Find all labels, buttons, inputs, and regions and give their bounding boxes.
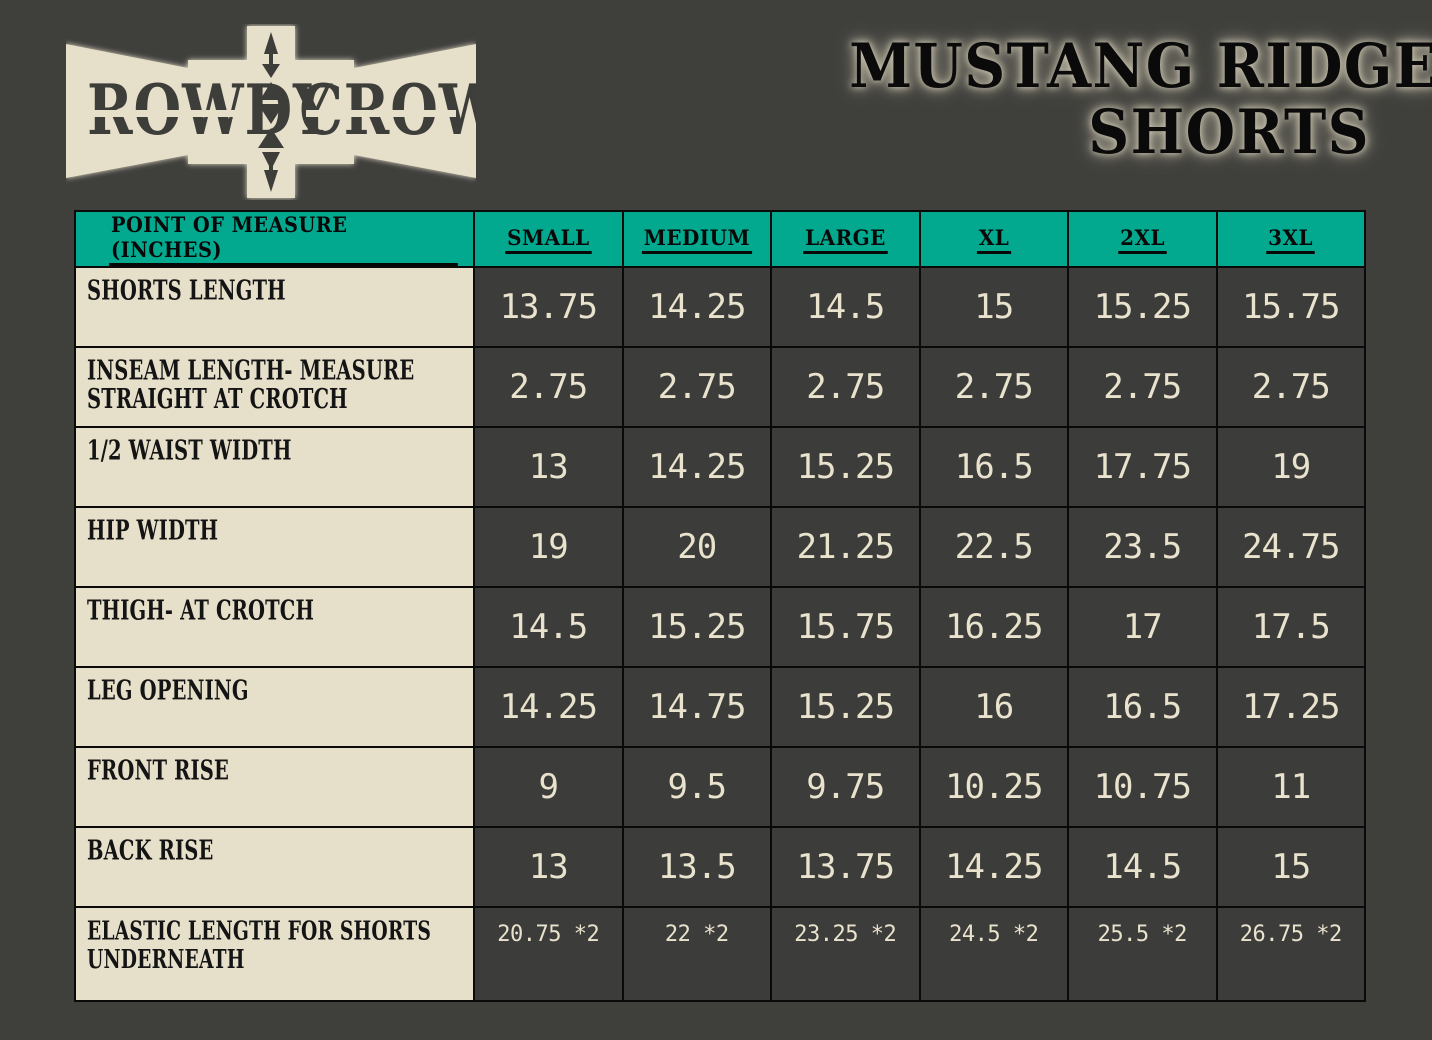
cell-waist-2xl: 17.75: [1067, 426, 1218, 508]
cell-inseam-large: 2.75: [770, 346, 921, 428]
column-header-small: SMALL: [473, 210, 624, 268]
row-label-half-waist-width: 1/2 WAIST WIDTH: [74, 426, 475, 508]
rowdy-crowd-logo: ROWDY CROWD: [66, 24, 476, 200]
column-header-large: LARGE: [770, 210, 921, 268]
cell-waist-small: 13: [473, 426, 624, 508]
cell-hip-large: 21.25: [770, 506, 921, 588]
table-row: SHORTS LENGTH 13.75 14.25 14.5 15 15.25 …: [74, 266, 1366, 348]
cell-elastic-medium: 22 *2: [621, 906, 772, 1002]
cell-hip-xl: 22.5: [918, 506, 1069, 588]
logo-arrow-motif: [258, 32, 284, 192]
cell-thigh-small: 14.5: [473, 586, 624, 668]
cell-thigh-large: 15.75: [770, 586, 921, 668]
cell-inseam-3xl: 2.75: [1215, 346, 1366, 428]
cell-front-rise-2xl: 10.75: [1067, 746, 1218, 828]
column-header-point-of-measure: POINT OF MEASURE (INCHES): [74, 210, 475, 268]
cell-waist-large: 15.25: [770, 426, 921, 508]
column-header-3xl: 3XL: [1215, 210, 1366, 268]
cell-thigh-2xl: 17: [1067, 586, 1218, 668]
cell-inseam-2xl: 2.75: [1067, 346, 1218, 428]
column-header-2xl: 2XL: [1067, 210, 1218, 268]
logo-word-right: CROWD: [299, 68, 476, 150]
title-line-2: SHORTS: [1088, 97, 1370, 168]
cell-back-rise-3xl: 15: [1215, 826, 1366, 908]
cell-front-rise-small: 9: [473, 746, 624, 828]
cell-waist-medium: 14.25: [621, 426, 772, 508]
cell-waist-xl: 16.5: [918, 426, 1069, 508]
table-row: HIP WIDTH 19 20 21.25 22.5 23.5 24.75: [74, 506, 1366, 588]
row-label-front-rise: FRONT RISE: [74, 746, 475, 828]
cell-shorts-length-large: 14.5: [770, 266, 921, 348]
cell-elastic-xl: 24.5 *2: [918, 906, 1069, 1002]
cell-elastic-small: 20.75 *2: [473, 906, 624, 1002]
cell-inseam-xl: 2.75: [918, 346, 1069, 428]
row-label-inseam-length: INSEAM LENGTH- MEASURE STRAIGHT AT CROTC…: [74, 346, 475, 428]
table-row: 1/2 WAIST WIDTH 13 14.25 15.25 16.5 17.7…: [74, 426, 1366, 508]
column-header-medium: MEDIUM: [621, 210, 772, 268]
cell-elastic-3xl: 26.75 *2: [1215, 906, 1366, 1002]
header-band: ROWDY CROWD MUSTANG RIDGE SHORTS: [0, 0, 1432, 208]
cell-front-rise-medium: 9.5: [621, 746, 772, 828]
cell-leg-opening-3xl: 17.25: [1215, 666, 1366, 748]
table-row: THIGH- AT CROTCH 14.5 15.25 15.75 16.25 …: [74, 586, 1366, 668]
cell-shorts-length-medium: 14.25: [621, 266, 772, 348]
cell-leg-opening-large: 15.25: [770, 666, 921, 748]
cell-waist-3xl: 19: [1215, 426, 1366, 508]
cell-shorts-length-3xl: 15.75: [1215, 266, 1366, 348]
table-row: INSEAM LENGTH- MEASURE STRAIGHT AT CROTC…: [74, 346, 1366, 428]
title-line-1: MUSTANG RIDGE: [849, 31, 1432, 102]
table-row: LEG OPENING 14.25 14.75 15.25 16 16.5 17…: [74, 666, 1366, 748]
cell-front-rise-large: 9.75: [770, 746, 921, 828]
cell-front-rise-3xl: 11: [1215, 746, 1366, 828]
cell-back-rise-small: 13: [473, 826, 624, 908]
cell-leg-opening-2xl: 16.5: [1067, 666, 1218, 748]
logo-word-left: ROWDY: [87, 68, 333, 150]
column-header-xl: XL: [918, 210, 1069, 268]
cell-back-rise-medium: 13.5: [621, 826, 772, 908]
logo-graphic: ROWDY CROWD: [66, 26, 476, 198]
cell-inseam-medium: 2.75: [621, 346, 772, 428]
table-row: BACK RISE 13 13.5 13.75 14.25 14.5 15: [74, 826, 1366, 908]
cell-shorts-length-2xl: 15.25: [1067, 266, 1218, 348]
cell-hip-2xl: 23.5: [1067, 506, 1218, 588]
row-label-hip-width: HIP WIDTH: [74, 506, 475, 588]
cell-hip-medium: 20: [621, 506, 772, 588]
row-label-leg-opening: LEG OPENING: [74, 666, 475, 748]
logo-stripe-left: [90, 110, 236, 117]
cell-leg-opening-small: 14.25: [473, 666, 624, 748]
cell-front-rise-xl: 10.25: [918, 746, 1069, 828]
cell-back-rise-large: 13.75: [770, 826, 921, 908]
cell-hip-small: 19: [473, 506, 624, 588]
cell-back-rise-xl: 14.25: [918, 826, 1069, 908]
cell-elastic-2xl: 25.5 *2: [1067, 906, 1218, 1002]
cell-hip-3xl: 24.75: [1215, 506, 1366, 588]
header-row: POINT OF MEASURE (INCHES) SMALL MEDIUM L…: [74, 210, 1366, 268]
cell-leg-opening-medium: 14.75: [621, 666, 772, 748]
page-title: MUSTANG RIDGE SHORTS: [810, 31, 1432, 168]
cell-inseam-small: 2.75: [473, 346, 624, 428]
cell-thigh-3xl: 17.5: [1215, 586, 1366, 668]
table-body: SHORTS LENGTH 13.75 14.25 14.5 15 15.25 …: [74, 266, 1366, 1002]
cell-shorts-length-small: 13.75: [473, 266, 624, 348]
cell-thigh-medium: 15.25: [621, 586, 772, 668]
table-header: POINT OF MEASURE (INCHES) SMALL MEDIUM L…: [74, 210, 1366, 268]
row-label-thigh-at-crotch: THIGH- AT CROTCH: [74, 586, 475, 668]
table-row: FRONT RISE 9 9.5 9.75 10.25 10.75 11: [74, 746, 1366, 828]
cell-back-rise-2xl: 14.5: [1067, 826, 1218, 908]
row-label-back-rise: BACK RISE: [74, 826, 475, 908]
logo-stripe-right: [306, 110, 456, 117]
cell-shorts-length-xl: 15: [918, 266, 1069, 348]
table-row: ELASTIC LENGTH FOR SHORTS UNDERNEATH 20.…: [74, 906, 1366, 1002]
size-chart-table: POINT OF MEASURE (INCHES) SMALL MEDIUM L…: [74, 210, 1366, 1002]
cell-leg-opening-xl: 16: [918, 666, 1069, 748]
row-label-elastic-length: ELASTIC LENGTH FOR SHORTS UNDERNEATH: [74, 906, 475, 1002]
cell-thigh-xl: 16.25: [918, 586, 1069, 668]
cell-elastic-large: 23.25 *2: [770, 906, 921, 1002]
row-label-shorts-length: SHORTS LENGTH: [74, 266, 475, 348]
